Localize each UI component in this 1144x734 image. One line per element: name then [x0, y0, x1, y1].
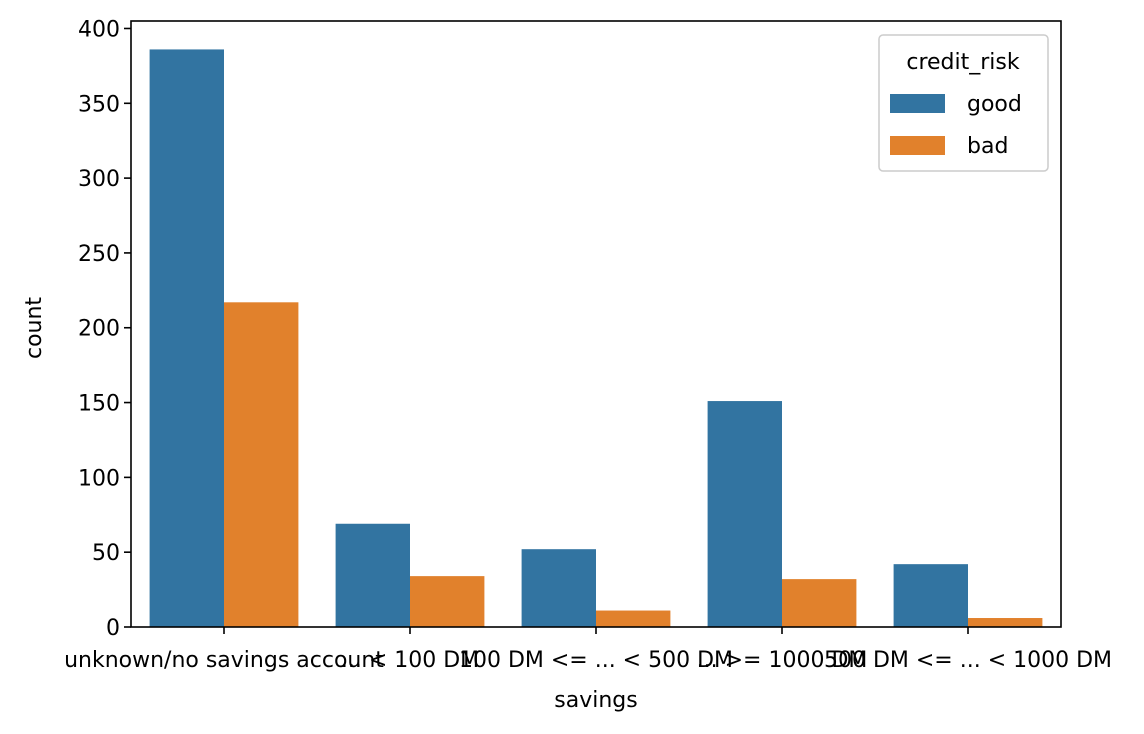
bar-good-100-dm — [335, 523, 410, 627]
bar-bad-100-dm-500-dm — [596, 610, 671, 627]
x-axis: unknown/no savings account... < 100 DM10… — [64, 627, 1112, 673]
y-axis-label: count — [22, 297, 47, 359]
y-tick-label: 250 — [78, 242, 120, 267]
y-tick-label: 0 — [106, 616, 120, 641]
bar-good-1000-dm — [707, 401, 782, 627]
bar-good-100-dm-500-dm — [521, 549, 596, 627]
x-axis-label: savings — [554, 688, 637, 713]
y-tick-label: 200 — [78, 317, 120, 342]
legend: credit_risk good bad — [878, 34, 1049, 172]
x-tick-label: 500 DM <= ... < 1000 DM — [824, 648, 1112, 673]
bar-bad-1000-dm — [782, 579, 857, 627]
x-tick-label: ... >= 1000 DM — [697, 648, 868, 673]
y-tick-label: 100 — [78, 466, 120, 491]
y-tick-label: 50 — [92, 541, 120, 566]
x-tick-label: ... < 100 DM — [341, 648, 479, 673]
legend-label-good: good — [967, 92, 1022, 117]
bar-good-500-dm-1000-dm — [893, 564, 968, 627]
y-tick-label: 150 — [78, 392, 120, 417]
bar-good-unknown-no-savings-account — [149, 49, 224, 628]
legend-label-bad: bad — [967, 134, 1008, 159]
x-tick-label: 100 DM <= ... < 500 DM — [459, 648, 733, 673]
y-tick-label: 400 — [78, 17, 120, 42]
bar-bad-100-dm — [410, 576, 485, 627]
bars-group — [149, 49, 1043, 628]
y-axis: 0 50 100 150 200 250 300 350 400 — [78, 17, 131, 641]
y-tick-label: 300 — [78, 167, 120, 192]
plot-frame — [130, 20, 1062, 628]
x-tick-label: unknown/no savings account — [64, 648, 384, 673]
legend-swatch-good — [890, 94, 945, 113]
y-tick-label: 350 — [78, 92, 120, 117]
bar-bad-unknown-no-savings-account — [224, 302, 299, 627]
legend-title: credit_risk — [906, 50, 1020, 75]
bar-bad-500-dm-1000-dm — [968, 618, 1043, 627]
legend-swatch-bad — [890, 136, 945, 155]
